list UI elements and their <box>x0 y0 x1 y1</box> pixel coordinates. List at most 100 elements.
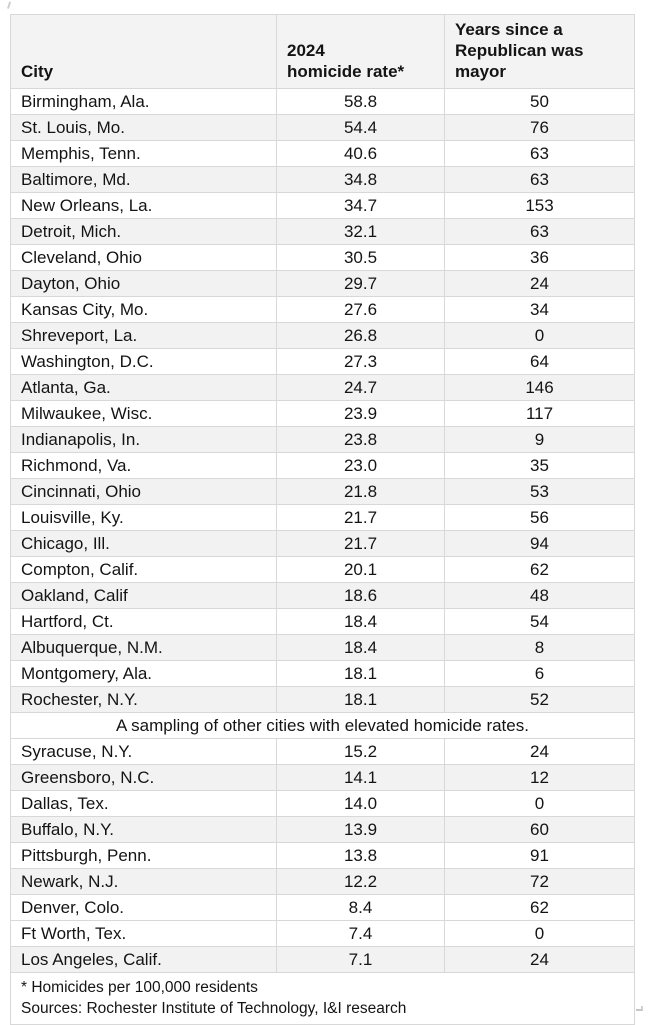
rate-cell: 21.8 <box>276 478 445 505</box>
years-cell: 91 <box>444 842 635 869</box>
table-row: Richmond, Va. 23.0 35 <box>10 452 635 479</box>
years-cell: 63 <box>444 140 635 167</box>
city-cell: Memphis, Tenn. <box>10 140 277 167</box>
years-cell: 0 <box>444 322 635 349</box>
city-cell: Oakland, Calif <box>10 582 277 609</box>
rate-cell: 26.8 <box>276 322 445 349</box>
rate-cell: 14.1 <box>276 764 445 791</box>
city-cell: Albuquerque, N.M. <box>10 634 277 661</box>
rate-cell: 18.4 <box>276 608 445 635</box>
city-cell: St. Louis, Mo. <box>10 114 277 141</box>
city-cell: Syracuse, N.Y. <box>10 738 277 765</box>
years-cell: 63 <box>444 166 635 193</box>
column-header-homicide-rate: 2024 homicide rate* <box>276 14 445 89</box>
city-cell: Cincinnati, Ohio <box>10 478 277 505</box>
table-row: Baltimore, Md. 34.8 63 <box>10 166 635 193</box>
table-header: City 2024 homicide rate* Years since a R… <box>10 14 635 89</box>
table-row: Chicago, Ill. 21.7 94 <box>10 530 635 557</box>
years-cell: 48 <box>444 582 635 609</box>
table-row: Birmingham, Ala. 58.8 50 <box>10 88 635 115</box>
table-row: Ft Worth, Tex. 7.4 0 <box>10 920 635 947</box>
footer-body: * Homicides per 100,000 residents Source… <box>10 972 635 1025</box>
rate-cell: 30.5 <box>276 244 445 271</box>
years-cell: 36 <box>444 244 635 271</box>
table-row: Greensboro, N.C. 14.1 12 <box>10 764 635 791</box>
city-cell: Hartford, Ct. <box>10 608 277 635</box>
city-cell: Newark, N.J. <box>10 868 277 895</box>
rate-cell: 23.9 <box>276 400 445 427</box>
rate-cell: 27.6 <box>276 296 445 323</box>
rate-cell: 14.0 <box>276 790 445 817</box>
table-row: Dallas, Tex. 14.0 0 <box>10 790 635 817</box>
years-cell: 54 <box>444 608 635 635</box>
years-cell: 117 <box>444 400 635 427</box>
years-cell: 8 <box>444 634 635 661</box>
table-row: Atlanta, Ga. 24.7 146 <box>10 374 635 401</box>
rate-cell: 27.3 <box>276 348 445 375</box>
rate-cell: 54.4 <box>276 114 445 141</box>
city-cell: Birmingham, Ala. <box>10 88 277 115</box>
corner-artifact-bottom-right <box>636 1006 643 1011</box>
footer-row: * Homicides per 100,000 residents Source… <box>10 972 635 1025</box>
city-cell: Kansas City, Mo. <box>10 296 277 323</box>
rate-cell: 29.7 <box>276 270 445 297</box>
table-row: Louisville, Ky. 21.7 56 <box>10 504 635 531</box>
years-cell: 53 <box>444 478 635 505</box>
rate-cell: 18.1 <box>276 686 445 713</box>
city-cell: Los Angeles, Calif. <box>10 946 277 973</box>
city-cell: Dallas, Tex. <box>10 790 277 817</box>
rate-cell: 15.2 <box>276 738 445 765</box>
city-cell: Buffalo, N.Y. <box>10 816 277 843</box>
table-row: Cleveland, Ohio 30.5 36 <box>10 244 635 271</box>
city-cell: New Orleans, La. <box>10 192 277 219</box>
city-cell: Cleveland, Ohio <box>10 244 277 271</box>
years-cell: 153 <box>444 192 635 219</box>
city-cell: Louisville, Ky. <box>10 504 277 531</box>
table-row: Oakland, Calif 18.6 48 <box>10 582 635 609</box>
table-row: Denver, Colo. 8.4 62 <box>10 894 635 921</box>
city-cell: Washington, D.C. <box>10 348 277 375</box>
years-cell: 60 <box>444 816 635 843</box>
rate-cell: 18.4 <box>276 634 445 661</box>
city-cell: Compton, Calif. <box>10 556 277 583</box>
footnote-text: * Homicides per 100,000 residents <box>21 979 258 996</box>
table-row: Hartford, Ct. 18.4 54 <box>10 608 635 635</box>
city-cell: Shreveport, La. <box>10 322 277 349</box>
city-cell: Chicago, Ill. <box>10 530 277 557</box>
table-row: Syracuse, N.Y. 15.2 24 <box>10 738 635 765</box>
homicide-rate-table: City 2024 homicide rate* Years since a R… <box>10 14 635 1025</box>
divider-row: A sampling of other cities with elevated… <box>10 712 635 739</box>
rate-cell: 58.8 <box>276 88 445 115</box>
secondary-rows-body: Syracuse, N.Y. 15.2 24 Greensboro, N.C. 14.1… <box>10 738 635 973</box>
city-cell: Dayton, Ohio <box>10 270 277 297</box>
years-cell: 0 <box>444 920 635 947</box>
corner-artifact-top-left <box>7 1 13 10</box>
years-cell: 64 <box>444 348 635 375</box>
table-row: Indianapolis, In. 23.8 9 <box>10 426 635 453</box>
table-row: New Orleans, La. 34.7 153 <box>10 192 635 219</box>
years-cell: 62 <box>444 556 635 583</box>
years-cell: 52 <box>444 686 635 713</box>
city-cell: Richmond, Va. <box>10 452 277 479</box>
table-row: Los Angeles, Calif. 7.1 24 <box>10 946 635 973</box>
city-cell: Baltimore, Md. <box>10 166 277 193</box>
city-cell: Greensboro, N.C. <box>10 764 277 791</box>
years-cell: 24 <box>444 946 635 973</box>
main-rows-body: Birmingham, Ala. 58.8 50 St. Louis, Mo. 54.4… <box>10 88 635 713</box>
rate-cell: 21.7 <box>276 530 445 557</box>
table-row: Kansas City, Mo. 27.6 34 <box>10 296 635 323</box>
rate-cell: 40.6 <box>276 140 445 167</box>
rate-cell: 13.9 <box>276 816 445 843</box>
rate-cell: 23.8 <box>276 426 445 453</box>
rate-cell: 13.8 <box>276 842 445 869</box>
footer-cell: * Homicides per 100,000 residents Source… <box>10 972 635 1025</box>
table-row: Montgomery, Ala. 18.1 6 <box>10 660 635 687</box>
years-cell: 6 <box>444 660 635 687</box>
years-cell: 9 <box>444 426 635 453</box>
rate-cell: 21.7 <box>276 504 445 531</box>
rate-cell: 23.0 <box>276 452 445 479</box>
years-cell: 50 <box>444 88 635 115</box>
years-cell: 94 <box>444 530 635 557</box>
rate-cell: 18.1 <box>276 660 445 687</box>
city-cell: Rochester, N.Y. <box>10 686 277 713</box>
